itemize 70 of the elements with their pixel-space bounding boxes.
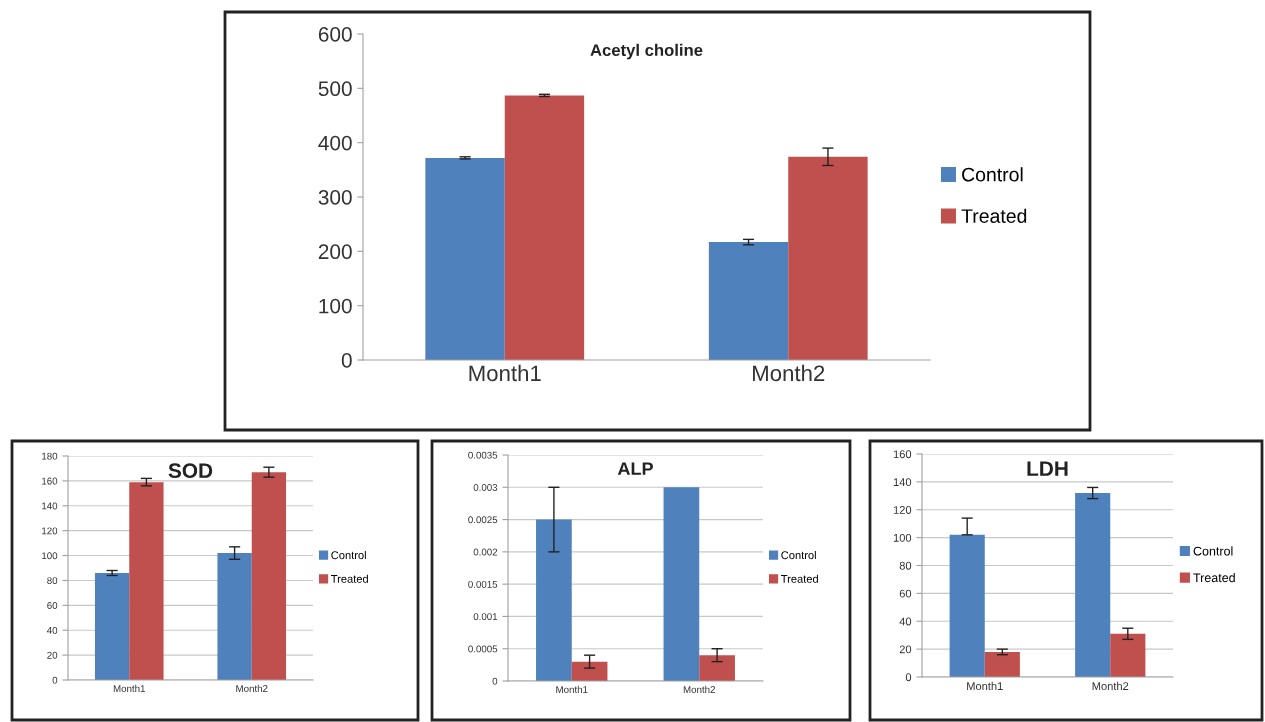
x-tick-label: Month2 bbox=[1092, 681, 1129, 691]
y-tick-label: 20 bbox=[47, 651, 58, 659]
y-tick-label: 300 bbox=[318, 190, 352, 205]
bar bbox=[425, 157, 505, 360]
y-tick-label: 100 bbox=[319, 298, 352, 314]
bar bbox=[663, 487, 700, 681]
bar bbox=[217, 553, 252, 680]
chart-title: LDH bbox=[1027, 461, 1068, 476]
y-tick-label: 0.0005 bbox=[468, 645, 498, 653]
legend-label: Control bbox=[331, 550, 366, 560]
y-tick-label: 60 bbox=[899, 589, 912, 598]
bar bbox=[984, 651, 1020, 677]
y-tick-label: 200 bbox=[318, 244, 352, 260]
y-tick-label: 100 bbox=[42, 552, 58, 560]
x-tick-label: Month1 bbox=[113, 684, 145, 692]
x-tick-label: Month2 bbox=[753, 364, 825, 382]
y-tick-label: 20 bbox=[899, 645, 912, 654]
bar bbox=[788, 156, 868, 360]
y-tick-label: 40 bbox=[46, 626, 58, 634]
y-tick-label: 160 bbox=[893, 450, 912, 459]
bar bbox=[129, 482, 164, 680]
legend-label: Control bbox=[1193, 546, 1233, 556]
legend-label: Treated bbox=[781, 574, 818, 583]
bar bbox=[1110, 633, 1146, 677]
y-tick-label: 40 bbox=[899, 617, 912, 626]
x-tick-label: Month1 bbox=[967, 681, 1003, 691]
y-tick-label: 80 bbox=[47, 577, 58, 585]
legend-label: Control bbox=[781, 550, 816, 560]
y-tick-label: 400 bbox=[318, 135, 352, 151]
x-tick-label: Month2 bbox=[683, 685, 715, 693]
y-tick-label: 0.001 bbox=[473, 613, 498, 621]
bar bbox=[571, 661, 608, 681]
y-tick-label: 80 bbox=[899, 561, 912, 570]
legend-label: Treated bbox=[331, 574, 368, 583]
bar bbox=[536, 519, 572, 681]
x-tick-label: Month1 bbox=[556, 685, 588, 693]
bar bbox=[504, 95, 585, 360]
text: Acetyl choline bbox=[590, 43, 703, 60]
x-tick-label: Month1 bbox=[469, 364, 541, 382]
y-tick-label: 600 bbox=[318, 27, 352, 42]
bar bbox=[94, 572, 130, 680]
y-tick-label: 180 bbox=[42, 452, 58, 460]
y-tick-label: 120 bbox=[893, 506, 912, 514]
legend-label: Treated bbox=[961, 208, 1027, 223]
chart-title: ALP bbox=[617, 462, 653, 475]
y-tick-label: 120 bbox=[42, 527, 58, 535]
bar bbox=[1075, 493, 1111, 677]
y-tick-label: 140 bbox=[893, 478, 912, 487]
y-tick-label: 0 bbox=[905, 673, 912, 682]
y-tick-label: 0.002 bbox=[473, 548, 498, 556]
y-tick-label: 0.0035 bbox=[468, 451, 498, 459]
legend-label: Treated bbox=[1193, 573, 1235, 583]
chart-title: SOD bbox=[168, 463, 213, 479]
y-tick-label: 0.0015 bbox=[468, 580, 498, 588]
y-tick-label: 0 bbox=[492, 677, 498, 685]
bar bbox=[699, 655, 735, 681]
bar bbox=[708, 242, 789, 360]
y-tick-label: 0 bbox=[341, 353, 352, 368]
y-tick-label: 100 bbox=[893, 533, 912, 542]
y-tick-label: 0.0025 bbox=[468, 516, 498, 524]
y-tick-label: 60 bbox=[47, 602, 58, 609]
y-tick-label: 0.003 bbox=[473, 484, 498, 491]
bar bbox=[949, 534, 985, 677]
y-tick-label: 0 bbox=[52, 676, 58, 684]
x-tick-label: Month2 bbox=[236, 684, 268, 692]
y-tick-label: 160 bbox=[42, 477, 58, 485]
y-tick-label: 140 bbox=[42, 502, 58, 510]
legend-label: Control bbox=[962, 167, 1023, 182]
y-tick-label: 500 bbox=[318, 81, 352, 97]
bar bbox=[251, 472, 287, 680]
